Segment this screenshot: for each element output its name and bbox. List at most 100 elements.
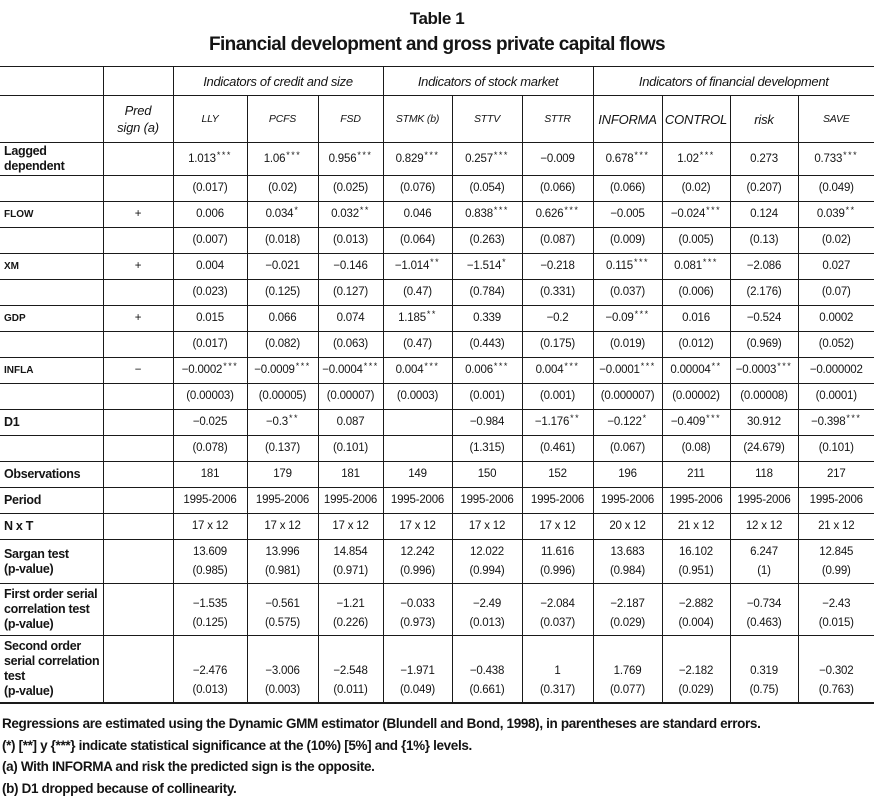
coef-cell: 0.626***: [521, 201, 594, 228]
coef-cell: 0.00004**: [661, 357, 731, 384]
coef-cell: −0.009: [521, 142, 594, 176]
stat-cell: 21 x 12: [661, 513, 731, 540]
col-header-stmk: STMK (b): [382, 95, 453, 143]
coef-cell: 0.039**: [797, 201, 874, 228]
se-cell: (0.076): [382, 175, 453, 202]
significance-stars: ***: [216, 149, 232, 160]
col-header-control: CONTROL: [661, 95, 731, 143]
stat-pvalue: (0.99): [821, 565, 851, 577]
group-header-row: Indicators of credit and size Indicators…: [0, 66, 874, 96]
stat-pvalue: (0.661): [469, 684, 505, 696]
significance-stars: ***: [706, 205, 722, 215]
pred-sign-cell: [102, 513, 174, 540]
statistic-row: Observations 181 179 181 149 150 152 196 211 118 2…: [0, 461, 874, 488]
stat-pvalue: (0.077): [609, 684, 646, 696]
significance-stars: ***: [357, 149, 373, 160]
row-label-text: D1: [4, 415, 20, 429]
coef-cell: −0.0002***: [172, 357, 248, 384]
se-cell: (0.017): [172, 331, 248, 358]
se-cell: (0.066): [521, 175, 594, 202]
stat-cell: 12.022 (0.994): [451, 539, 523, 584]
col-header-pcfs: PCFS: [246, 95, 319, 143]
stat-cell: 217: [797, 461, 874, 488]
se-cell: (0.017): [172, 175, 248, 202]
se-cell: (0.009): [592, 227, 663, 254]
coef-cell: 0.124: [729, 201, 799, 228]
se-cell: (0.02): [246, 175, 319, 202]
footnote-b: (b) D1 dropped because of collinearity.: [2, 780, 237, 796]
se-cell: (24.679): [729, 435, 799, 462]
se-cell: (0.00007): [317, 383, 384, 410]
coef-cell: 0.027: [797, 253, 874, 280]
statistic-row: Second order serial correlation test (p-v…: [0, 635, 874, 704]
stat-cell: 1995-2006: [521, 487, 594, 514]
se-cell: (0.125): [246, 279, 319, 306]
significance-stars: **: [359, 205, 370, 215]
significance-stars: **: [430, 257, 441, 267]
pred-sign-cell: +: [102, 253, 174, 280]
coef-cell: −0.2: [521, 305, 594, 332]
stat-value: 13.996: [265, 546, 300, 558]
se-cell: (0.175): [521, 331, 594, 358]
coef-cell: 0.339: [451, 305, 523, 332]
stat-pvalue: (0.981): [264, 565, 301, 577]
row-label: XM: [0, 253, 104, 280]
coefficient-row: D1 −0.025 −0.3** 0.087 −0.984 −1.176** −0.122*…: [0, 409, 874, 436]
stat-cell: −2.182 (0.029): [661, 635, 731, 704]
row-label-text: First order serial correlation test: [4, 587, 98, 616]
coefficient-row: XM +0.004 −0.021 −0.146 −1.014** −1.514* −0.21…: [0, 253, 874, 280]
statistic-row: First order serial correlation test (p-va…: [0, 583, 874, 636]
se-cell: (0.001): [521, 383, 594, 410]
coef-cell: −2.086: [729, 253, 799, 280]
se-cell: (0.0001): [797, 383, 874, 410]
coefficient-row: FLOW +0.006 0.034* 0.032** 0.046 0.838*** 0.62…: [0, 201, 874, 228]
row-label: [0, 175, 104, 202]
stat-cell: −2.43 (0.015): [797, 583, 874, 636]
row-label-text: XM: [4, 261, 19, 272]
coef-cell: −0.021: [246, 253, 319, 280]
stat-value: −2.084: [540, 598, 575, 610]
row-label: FLOW: [0, 201, 104, 228]
se-cell: (0.00002): [661, 383, 731, 410]
stat-cell: −1.21 (0.226): [317, 583, 384, 636]
stat-cell: 1995-2006: [729, 487, 799, 514]
se-cell: (0.087): [521, 227, 594, 254]
stat-value: −2.882: [678, 598, 714, 610]
se-cell: (0.049): [797, 175, 874, 202]
se-cell: (0.063): [317, 331, 384, 358]
coefficient-row: INFLA − −0.0002*** −0.0009*** −0.0004*** 0.00…: [0, 357, 874, 384]
coef-cell: 0.956***: [317, 142, 384, 176]
coef-cell: 0.678***: [592, 142, 663, 176]
significance-stars: ***: [564, 361, 580, 371]
stat-value: −0.438: [469, 665, 505, 677]
row-label: Observations: [0, 461, 104, 488]
significance-stars: ***: [564, 205, 580, 215]
coef-cell: −1.176**: [521, 409, 594, 436]
stat-value: 12.022: [470, 546, 504, 558]
row-label: Lagged dependent: [0, 142, 104, 176]
stat-value: 1: [554, 665, 561, 677]
stat-pvalue: (0.75): [749, 684, 779, 696]
stat-pvalue: (0.011): [333, 684, 368, 696]
coef-cell: 0.006***: [451, 357, 523, 384]
significance-stars: **: [426, 309, 437, 319]
stat-value: −2.187: [610, 598, 645, 610]
significance-stars: **: [570, 413, 581, 423]
stat-value: −3.006: [265, 665, 300, 677]
coef-cell: −0.0009***: [246, 357, 319, 384]
coef-cell: −0.218: [521, 253, 594, 280]
coef-cell: 0.829***: [382, 142, 453, 176]
significance-stars: ***: [634, 309, 650, 319]
stat-cell: 1995-2006: [172, 487, 248, 514]
pred-sign-cell: [102, 583, 174, 636]
stat-cell: 211: [661, 461, 731, 488]
se-cell: (0.067): [592, 435, 663, 462]
stat-value: 13.683: [610, 546, 645, 558]
significance-stars: ***: [493, 149, 509, 160]
se-cell: (0.00005): [246, 383, 319, 410]
stat-pvalue: (0.985): [192, 565, 228, 577]
stat-cell: 152: [521, 461, 594, 488]
stat-value: −2.43: [822, 598, 851, 610]
se-cell: (0.969): [729, 331, 799, 358]
stat-cell: −0.302 (0.763): [797, 635, 874, 704]
